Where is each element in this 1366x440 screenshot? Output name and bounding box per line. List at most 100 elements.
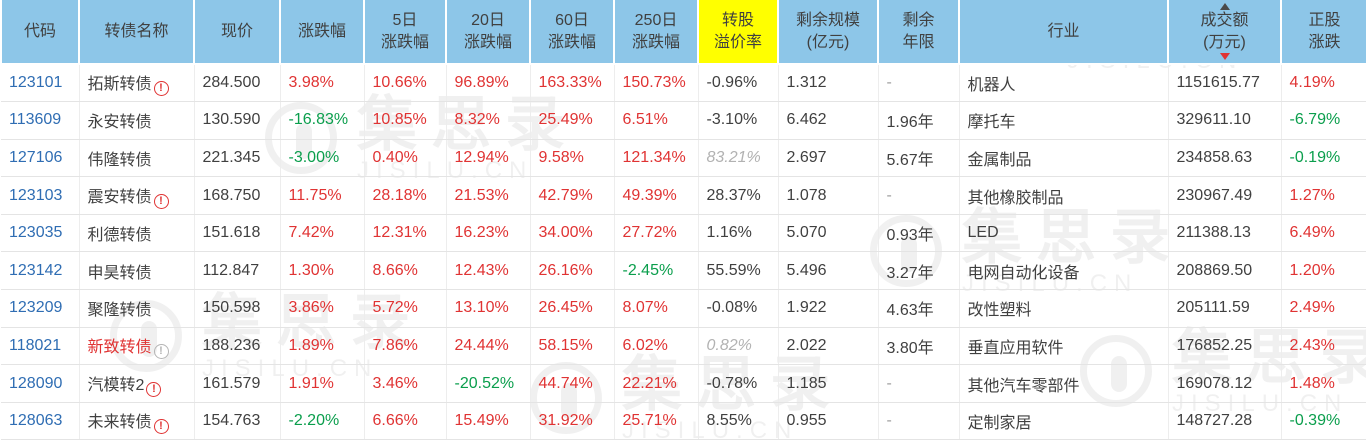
column-header-d20[interactable]: 20日 涨跌幅 (446, 0, 531, 65)
bond-name: 震安转债 (87, 188, 152, 206)
table-row: 128063 未来转债! 154.763 -2.20% 6.66% 15.49% 31.92… (1, 402, 1366, 440)
cell-d250: 121.34% (614, 139, 699, 178)
bond-name: 汽模转2 (87, 376, 145, 394)
bond-code-link[interactable]: 127106 (1, 139, 80, 178)
cell-stock: 1.48% (1281, 364, 1366, 403)
bond-name: 申昊转债 (87, 264, 152, 282)
cell-premium: -0.08% (698, 289, 779, 328)
sort-asc-arrow[interactable] (1219, 3, 1230, 10)
column-header-turnover[interactable]: 成交额 (万元) (1168, 0, 1282, 65)
cell-d20: 21.53% (446, 176, 531, 215)
table-row: 123209 聚隆转债 150.598 3.86% 5.72% 13.10% 26.45% 8… (1, 289, 1366, 328)
table-row: 113609 永安转债 130.590 -16.83% 10.85% 8.32% 25.49… (1, 101, 1366, 140)
bond-code-link[interactable]: 123209 (1, 289, 80, 328)
cell-d5: 10.66% (364, 64, 447, 103)
cell-name: 申昊转债 (79, 251, 195, 291)
cell-scale: 1.312 (778, 64, 879, 103)
column-label: 20日 涨跌幅 (463, 12, 512, 51)
warning-icon[interactable]: ! (153, 81, 169, 97)
cell-scale: 2.022 (778, 327, 879, 366)
bond-code-link[interactable]: 118021 (1, 327, 80, 366)
warning-icon[interactable]: ! (153, 419, 169, 435)
cell-d250: 6.02% (614, 327, 699, 366)
cell-d250: 25.71% (614, 402, 699, 440)
bond-code-link[interactable]: 128063 (1, 402, 80, 440)
cell-price: 161.579 (194, 364, 281, 403)
bond-code-link[interactable]: 113609 (1, 101, 80, 140)
cell-chg: 1.30% (280, 251, 365, 291)
column-label: 行业 (1047, 22, 1080, 40)
cell-d20: 24.44% (446, 327, 531, 366)
cell-years: - (878, 176, 960, 215)
cell-stock: 2.49% (1281, 289, 1366, 328)
column-label: 正股 涨跌 (1308, 12, 1341, 51)
warning-icon[interactable]: ! (153, 343, 169, 359)
cell-d20: 8.32% (446, 101, 531, 140)
cell-d5: 6.66% (364, 402, 447, 440)
cell-scale: 5.496 (778, 251, 879, 291)
cell-chg: 1.91% (280, 364, 365, 403)
column-header-price[interactable]: 现价 (194, 0, 281, 65)
cell-scale: 1.185 (778, 364, 879, 403)
column-header-name[interactable]: 转债名称 (79, 0, 195, 65)
column-header-industry[interactable]: 行业 (959, 0, 1169, 65)
cell-d20: 96.89% (446, 64, 531, 103)
cell-name: 拓斯转债! (79, 64, 195, 103)
column-header-d5[interactable]: 5日 涨跌幅 (364, 0, 447, 65)
column-header-d250[interactable]: 250日 涨跌幅 (614, 0, 699, 65)
column-label: 成交额 (万元) (1200, 12, 1249, 51)
column-header-d60[interactable]: 60日 涨跌幅 (530, 0, 615, 65)
cell-years: - (878, 402, 960, 440)
cell-d250: -2.45% (614, 251, 699, 291)
bond-name: 未来转债 (87, 414, 152, 432)
bond-code-link[interactable]: 123142 (1, 251, 80, 291)
bond-name: 拓斯转债 (87, 76, 152, 94)
table-row: 127106 伟隆转债 221.345 -3.00% 0.40% 12.94% 9.58% 1… (1, 139, 1366, 178)
table-row: 123035 利德转债 151.618 7.42% 12.31% 16.23% 34.00%… (1, 214, 1366, 253)
cell-d5: 10.85% (364, 101, 447, 140)
cell-chg: 3.98% (280, 64, 365, 103)
bond-code-link[interactable]: 128090 (1, 364, 80, 403)
column-header-scale[interactable]: 剩余规模 (亿元) (778, 0, 879, 65)
bond-name: 新致转债 (87, 338, 152, 356)
cell-turnover: 169078.12 (1168, 364, 1282, 403)
column-header-code[interactable]: 代码 (0, 0, 80, 65)
cell-stock: -0.39% (1281, 402, 1366, 440)
cell-years: - (878, 64, 960, 103)
column-header-years[interactable]: 剩余 年限 (878, 0, 960, 65)
table-body: 123101 拓斯转债! 284.500 3.98% 10.66% 96.89% 163.3… (1, 64, 1366, 440)
cell-scale: 0.955 (778, 402, 879, 440)
cell-premium: 55.59% (698, 251, 779, 291)
cell-price: 284.500 (194, 64, 281, 103)
cell-chg: -3.00% (280, 139, 365, 178)
column-header-premium[interactable]: 转股 溢价率 (698, 0, 779, 65)
cell-d60: 42.79% (530, 176, 615, 215)
cell-scale: 5.070 (778, 214, 879, 253)
cell-name: 汽模转2! (79, 364, 195, 403)
cell-industry: 摩托车 (959, 101, 1169, 140)
column-label: 转债名称 (104, 22, 169, 40)
column-header-stock[interactable]: 正股 涨跌 (1281, 0, 1366, 65)
cell-d20: 15.49% (446, 402, 531, 440)
table-row: 128090 汽模转2! 161.579 1.91% 3.46% -20.52% 44.74… (1, 364, 1366, 403)
cell-d60: 26.16% (530, 251, 615, 291)
bond-code-link[interactable]: 123101 (1, 64, 80, 103)
sort-desc-arrow[interactable] (1219, 53, 1230, 60)
cell-d5: 8.66% (364, 251, 447, 291)
cell-name: 永安转债 (79, 101, 195, 140)
cell-years: 5.67年 (878, 139, 960, 178)
cell-name: 震安转债! (79, 176, 195, 215)
cell-price: 130.590 (194, 101, 281, 140)
cell-stock: -6.79% (1281, 101, 1366, 140)
cell-premium: 28.37% (698, 176, 779, 215)
column-header-chg[interactable]: 涨跌幅 (280, 0, 365, 65)
warning-icon[interactable]: ! (146, 381, 162, 397)
cell-d60: 163.33% (530, 64, 615, 103)
warning-icon[interactable]: ! (153, 193, 169, 209)
bond-code-link[interactable]: 123035 (1, 214, 80, 253)
column-label: 5日 涨跌幅 (380, 12, 429, 51)
cell-scale: 6.462 (778, 101, 879, 140)
column-label: 转股 溢价率 (713, 12, 762, 51)
column-label: 现价 (220, 22, 253, 40)
bond-code-link[interactable]: 123103 (1, 176, 80, 215)
